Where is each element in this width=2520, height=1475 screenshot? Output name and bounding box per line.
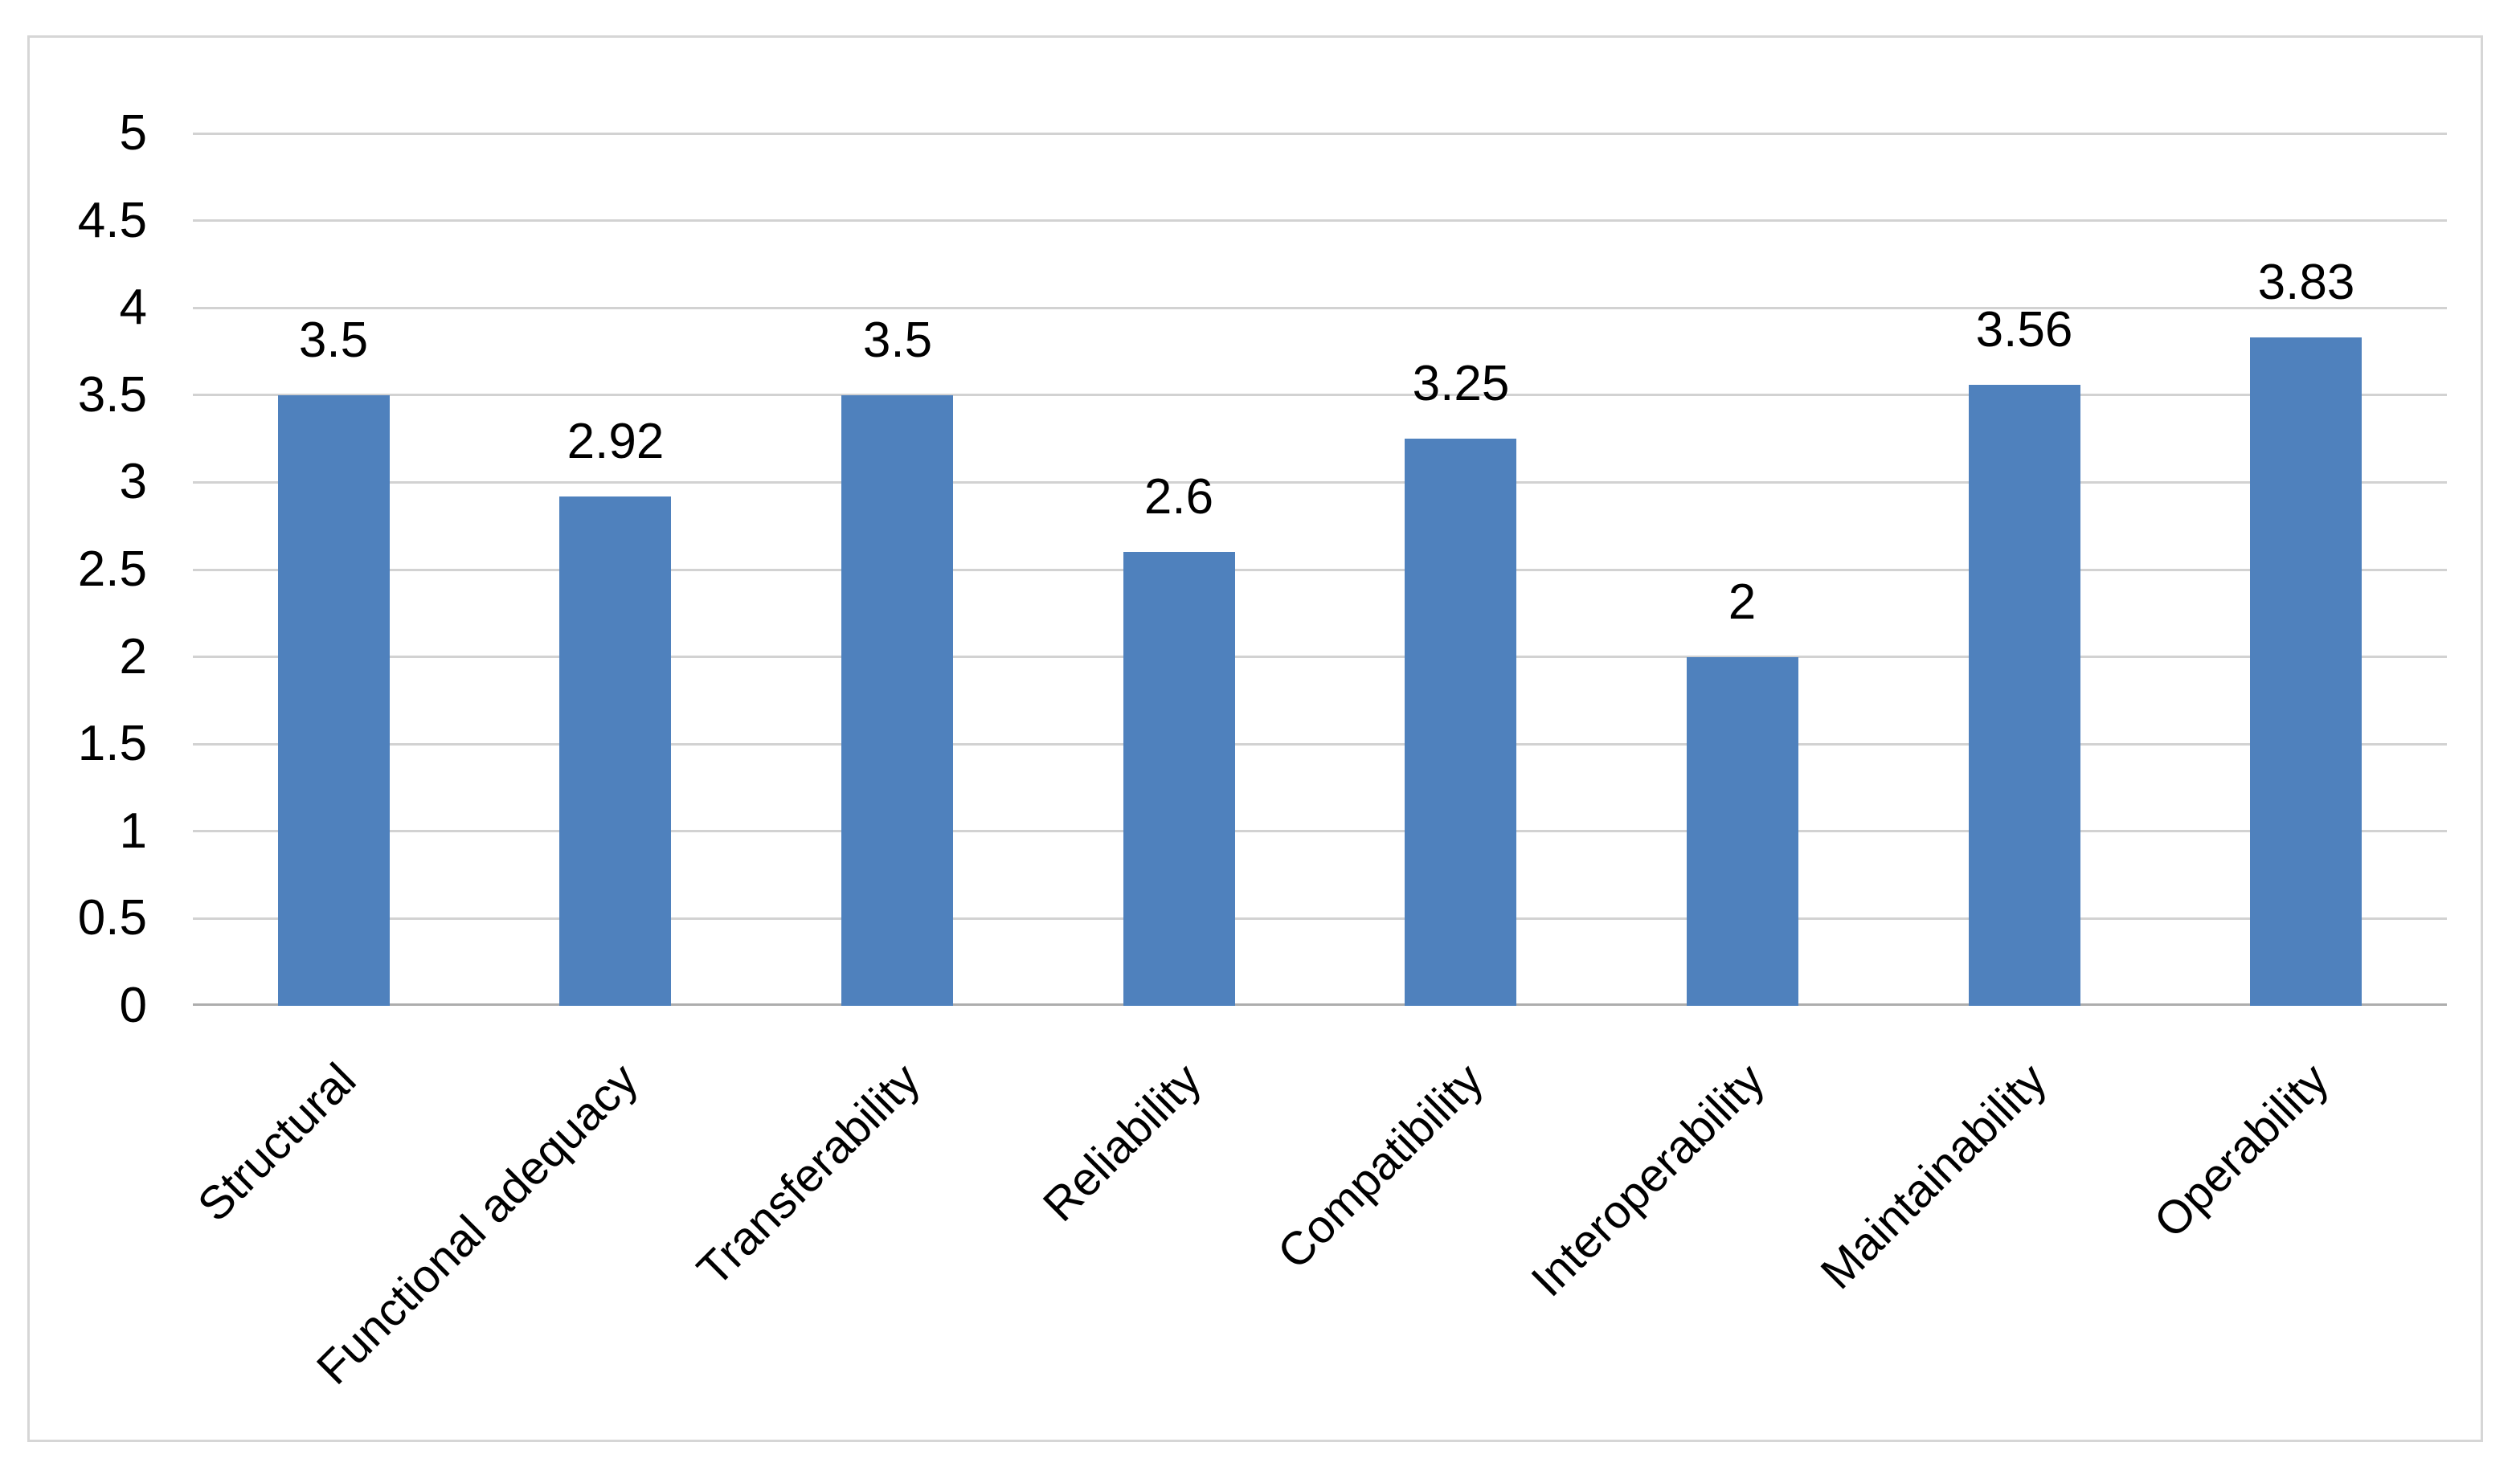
bar-functional-adequacy xyxy=(559,496,671,1006)
bar-value-label-transferability: 3.5 xyxy=(862,313,933,368)
plot-area xyxy=(193,133,2447,1006)
bar-value-label-functional-adequacy: 2.92 xyxy=(567,414,665,469)
bar-value-label-maintainability: 3.56 xyxy=(1975,302,2073,358)
bar-operability xyxy=(2250,337,2362,1006)
y-grid-line-1 xyxy=(193,830,2447,832)
y-tick-label-1: 1 xyxy=(119,803,147,859)
y-tick-label-0-5: 0.5 xyxy=(77,890,147,946)
bar-value-label-interoperability: 2 xyxy=(1728,574,1757,630)
bar-value-label-compatibility: 3.25 xyxy=(1412,356,1510,411)
y-tick-label-4-5: 4.5 xyxy=(77,193,147,248)
x-axis-line xyxy=(193,1003,2447,1006)
y-tick-label-3: 3 xyxy=(119,454,147,509)
y-tick-label-0: 0 xyxy=(119,978,147,1033)
y-tick-label-1-5: 1.5 xyxy=(77,716,147,771)
y-tick-label-4: 4 xyxy=(119,280,147,335)
y-grid-line-5 xyxy=(193,133,2447,135)
bar-value-label-operability: 3.83 xyxy=(2257,255,2355,310)
y-grid-line-2-5 xyxy=(193,569,2447,571)
bar-transferability xyxy=(841,395,953,1006)
bar-structural xyxy=(278,395,390,1006)
y-grid-line-4-5 xyxy=(193,219,2447,222)
bar-maintainability xyxy=(1969,385,2080,1006)
bar-value-label-reliability: 2.6 xyxy=(1143,469,1214,525)
y-tick-label-2: 2 xyxy=(119,629,147,684)
bar-reliability xyxy=(1123,552,1235,1006)
y-grid-line-0-5 xyxy=(193,917,2447,920)
bar-interoperability xyxy=(1687,657,1798,1006)
y-grid-line-4 xyxy=(193,307,2447,309)
y-tick-label-3-5: 3.5 xyxy=(77,367,147,423)
y-grid-line-1-5 xyxy=(193,743,2447,746)
y-grid-line-3 xyxy=(193,481,2447,484)
y-tick-label-5: 5 xyxy=(119,105,147,161)
y-grid-line-3-5 xyxy=(193,394,2447,396)
bar-compatibility xyxy=(1405,439,1516,1006)
y-grid-line-2 xyxy=(193,656,2447,658)
bar-value-label-structural: 3.5 xyxy=(298,313,369,368)
x-category-label-operability: Operability xyxy=(2144,1053,2339,1248)
y-tick-label-2-5: 2.5 xyxy=(77,541,147,597)
chart-frame: 0 0.5 1 1.5 2 2.5 3 3.5 4 4.5 5 3.5 2.92 3.5 2.6 3.25 2… xyxy=(27,35,2483,1442)
